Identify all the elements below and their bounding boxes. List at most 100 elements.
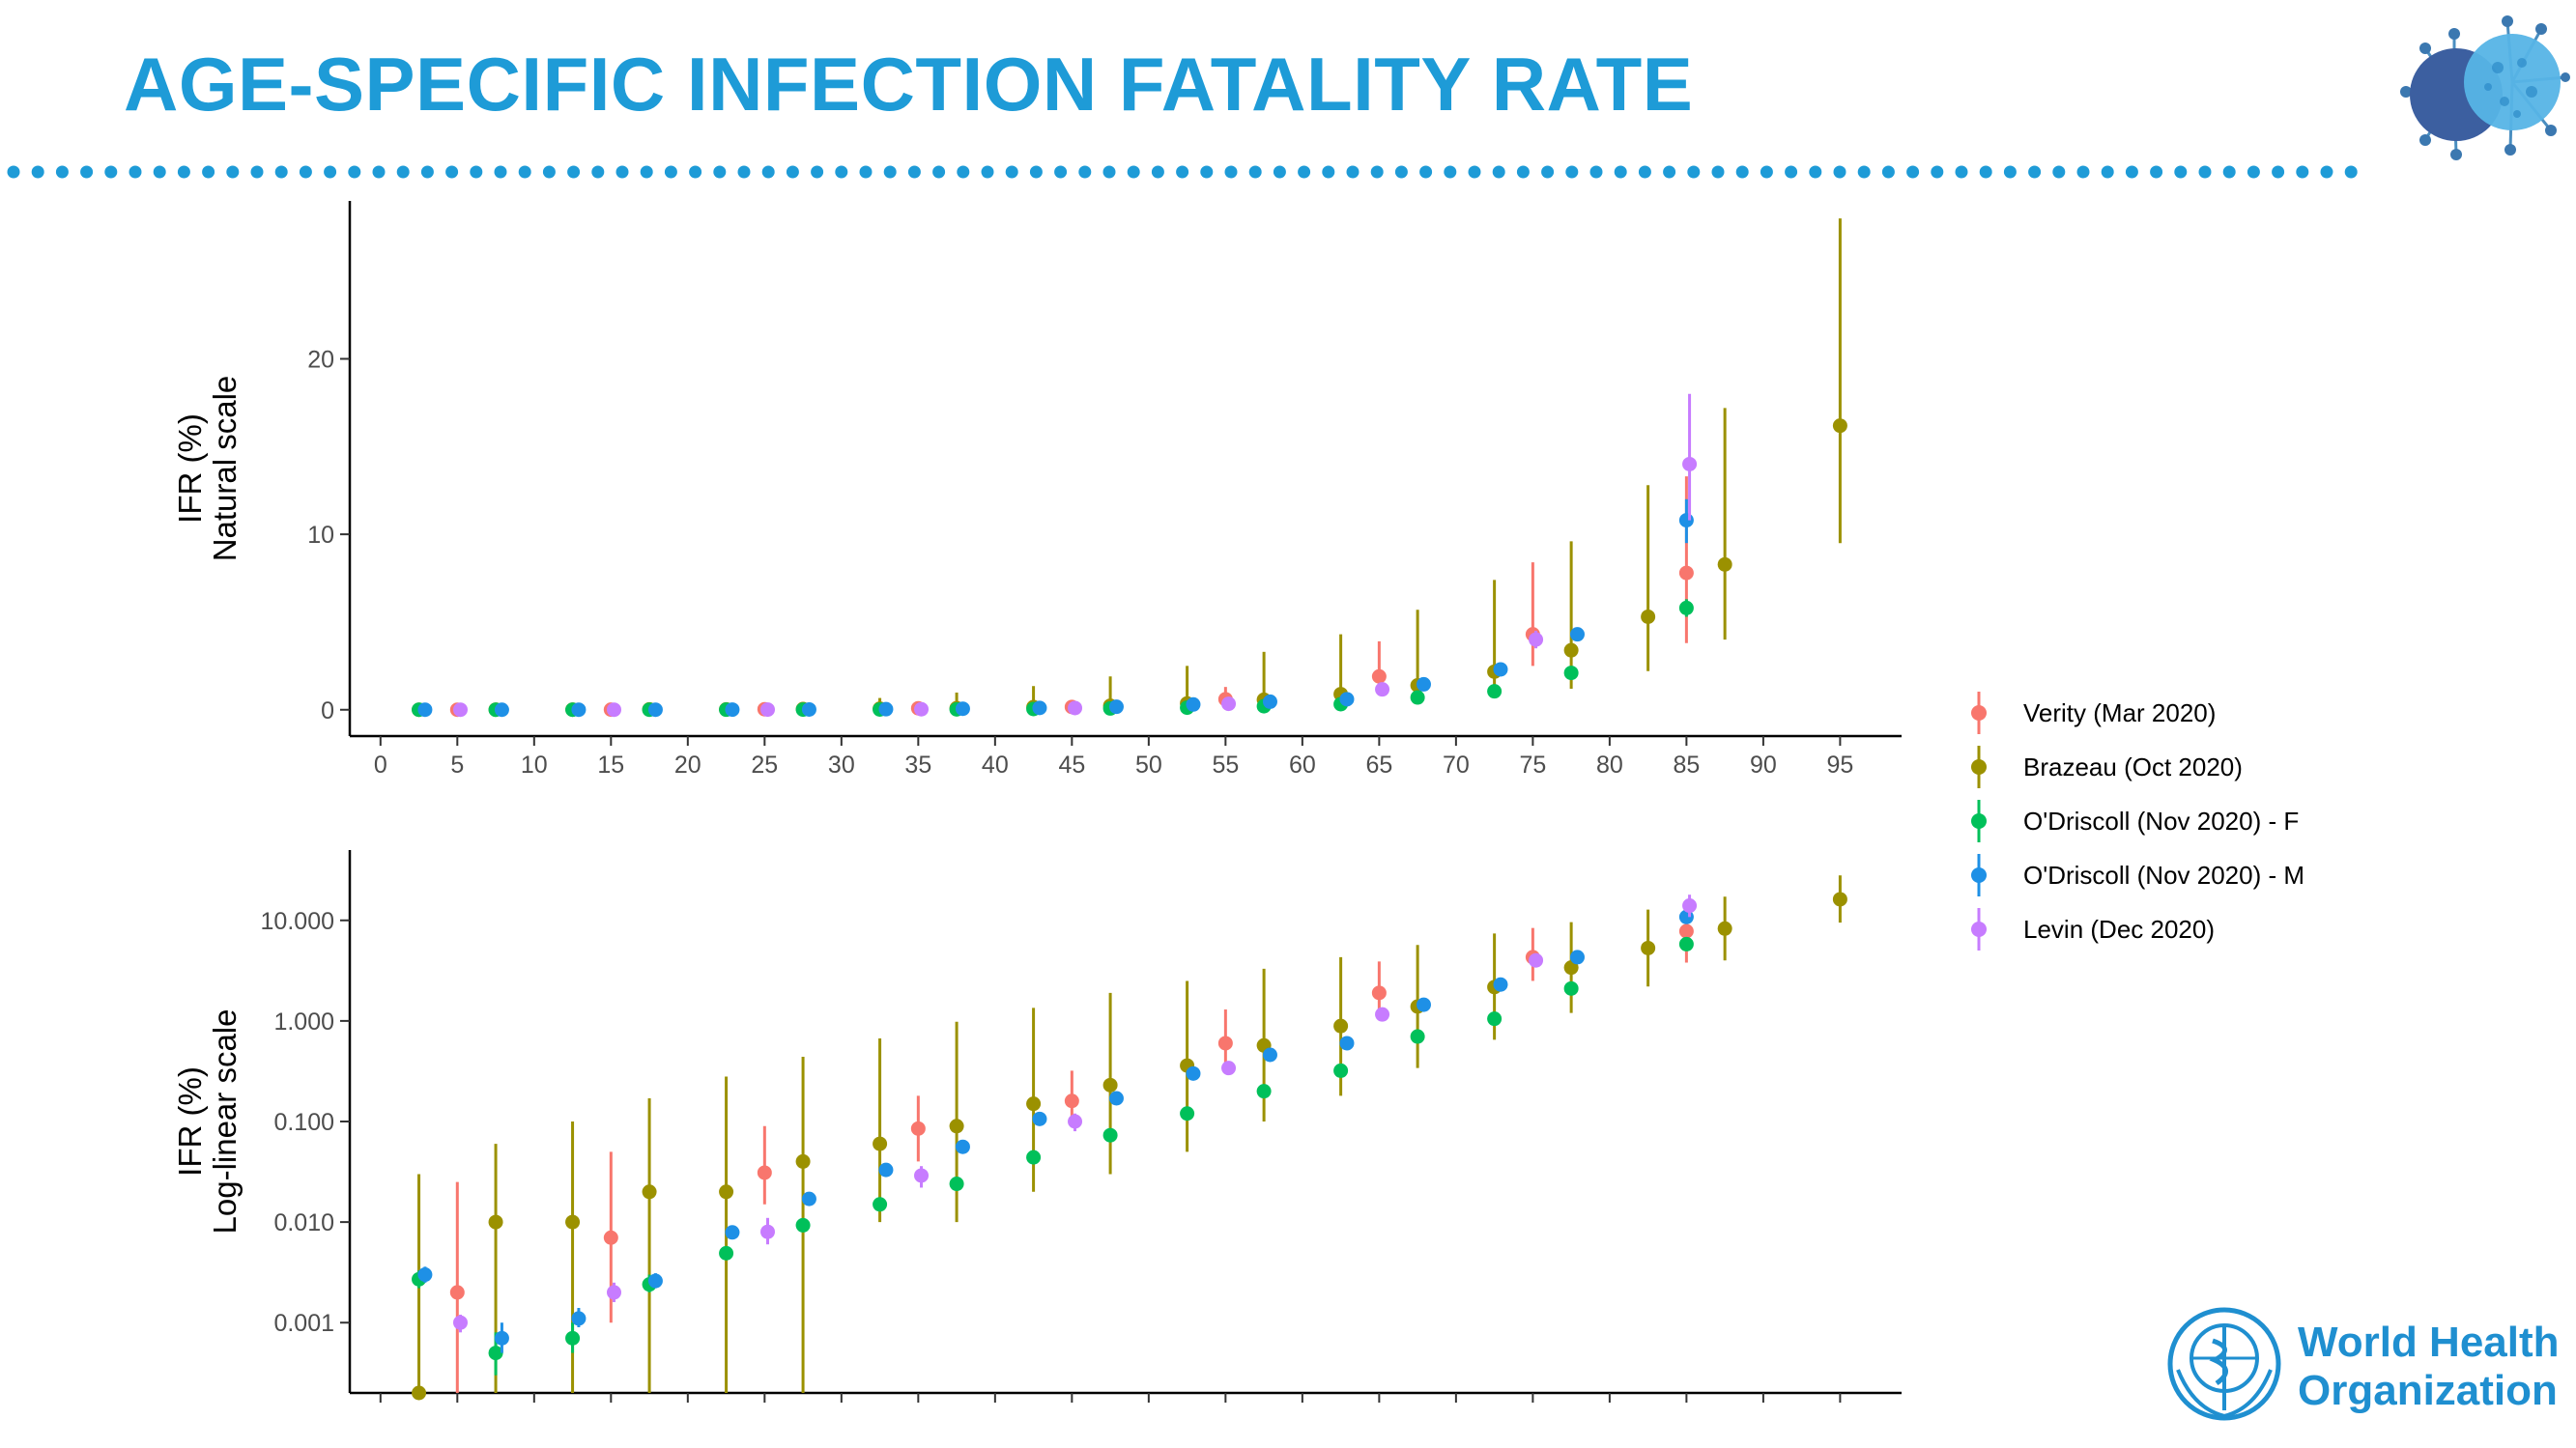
x-tick-label: 20	[674, 1408, 701, 1410]
y-tick-label: 10.000	[261, 908, 334, 935]
data-point	[1678, 600, 1694, 615]
data-point	[606, 702, 621, 718]
divider-dot	[2272, 165, 2285, 179]
divider-dot	[2125, 165, 2138, 179]
divider-dot	[7, 165, 20, 179]
data-point	[1339, 1036, 1355, 1051]
data-point	[1032, 1111, 1047, 1126]
data-point	[571, 1311, 587, 1326]
divider-dot	[1833, 165, 1846, 179]
divider-dot	[957, 165, 970, 179]
data-point	[719, 1184, 734, 1200]
data-point	[1375, 1007, 1390, 1022]
divider-dot	[907, 165, 921, 179]
data-point	[1832, 892, 1847, 907]
x-tick-label: 50	[1135, 752, 1162, 779]
data-point	[1832, 418, 1847, 434]
x-tick-label: 95	[1826, 752, 1853, 779]
divider-dot	[1127, 165, 1140, 179]
data-point	[955, 701, 970, 717]
data-point	[760, 702, 776, 718]
data-point	[878, 701, 894, 717]
legend-key-point	[1971, 759, 1987, 775]
data-point	[795, 1153, 811, 1169]
divider-dot	[2247, 165, 2260, 179]
data-point	[1371, 668, 1387, 684]
x-tick-label: 25	[751, 1408, 778, 1410]
legend-key-point	[1971, 867, 1987, 883]
divider-dot	[1760, 165, 1773, 179]
divider-dot	[2028, 165, 2042, 179]
divider-dot	[1589, 165, 1603, 179]
data-point	[1108, 699, 1124, 715]
data-point	[647, 1273, 663, 1289]
x-tick-label: 40	[982, 1408, 1009, 1410]
x-tick-label: 45	[1058, 752, 1085, 779]
x-tick-label: 70	[1443, 752, 1470, 779]
legend-label: O'Driscoll (Nov 2020) - M	[2023, 861, 2304, 890]
y-axis-title-line1: IFR (%)	[172, 1066, 208, 1177]
data-point	[1180, 1106, 1195, 1121]
divider-dot	[2296, 165, 2309, 179]
legend-key-point	[1971, 705, 1987, 721]
x-tick-label: 75	[1519, 752, 1546, 779]
data-point	[949, 1119, 964, 1134]
data-point	[1333, 1018, 1349, 1034]
divider-dot	[1346, 165, 1360, 179]
slide-title: AGE-SPECIFIC INFECTION FATALITY RATE	[124, 42, 1694, 127]
ifr-figure: 0 5 10 15 20 25 30 35 40 45 50 55 60 65 70 75 80 85 90 9501…	[172, 201, 2304, 1410]
y-axis-title-line2: Log-linear scale	[207, 1009, 243, 1235]
data-point	[1068, 700, 1083, 716]
divider-dot	[1565, 165, 1579, 179]
data-point	[1032, 700, 1047, 716]
divider-dot	[1663, 165, 1676, 179]
divider-dot	[1273, 165, 1286, 179]
x-tick-label: 90	[1750, 752, 1777, 779]
divider-dot	[1614, 165, 1627, 179]
divider-dot	[250, 165, 264, 179]
divider-dot	[1735, 165, 1749, 179]
data-point	[1108, 1091, 1124, 1106]
data-point	[1529, 952, 1544, 968]
data-point	[647, 702, 663, 718]
data-point	[725, 1225, 740, 1240]
data-point	[949, 1177, 964, 1192]
data-point	[873, 1136, 888, 1151]
divider-dot	[2076, 165, 2090, 179]
divider-dot	[2150, 165, 2163, 179]
divider-dot	[1029, 165, 1043, 179]
divider-dot	[1785, 165, 1798, 179]
data-point	[1416, 997, 1431, 1012]
divider-dot	[348, 165, 361, 179]
y-tick-label: 10	[307, 522, 334, 549]
divider-dot	[932, 165, 946, 179]
data-point	[1678, 923, 1694, 939]
x-tick-label: 10	[521, 1408, 548, 1410]
x-tick-label: 30	[828, 1408, 855, 1410]
y-tick-label: 1.000	[273, 1008, 334, 1036]
x-tick-label: 25	[751, 752, 778, 779]
data-point	[1026, 1096, 1042, 1112]
divider-dot	[591, 165, 605, 179]
divider-dot	[859, 165, 873, 179]
data-point	[1493, 977, 1508, 992]
data-point	[873, 1197, 888, 1212]
divider-dot	[104, 165, 118, 179]
x-tick-label: 20	[674, 752, 701, 779]
divider-dot	[1541, 165, 1555, 179]
who-name-line1: World Health	[2298, 1319, 2560, 1366]
divider-dot	[445, 165, 459, 179]
divider-dot	[420, 165, 434, 179]
data-point	[417, 702, 433, 718]
divider-dot	[1224, 165, 1238, 179]
data-point	[719, 1245, 734, 1261]
data-point	[452, 1315, 468, 1330]
data-point	[1682, 456, 1698, 471]
data-point	[452, 702, 468, 718]
divider-dot	[1419, 165, 1433, 179]
x-tick-label: 35	[904, 752, 931, 779]
divider-dot	[2101, 165, 2114, 179]
divider-dot	[299, 165, 312, 179]
x-tick-label: 65	[1365, 752, 1392, 779]
divider-dot	[1955, 165, 1968, 179]
